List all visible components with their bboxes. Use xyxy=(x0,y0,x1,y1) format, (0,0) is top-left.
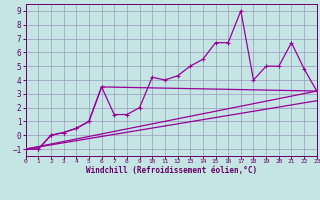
X-axis label: Windchill (Refroidissement éolien,°C): Windchill (Refroidissement éolien,°C) xyxy=(86,166,257,175)
